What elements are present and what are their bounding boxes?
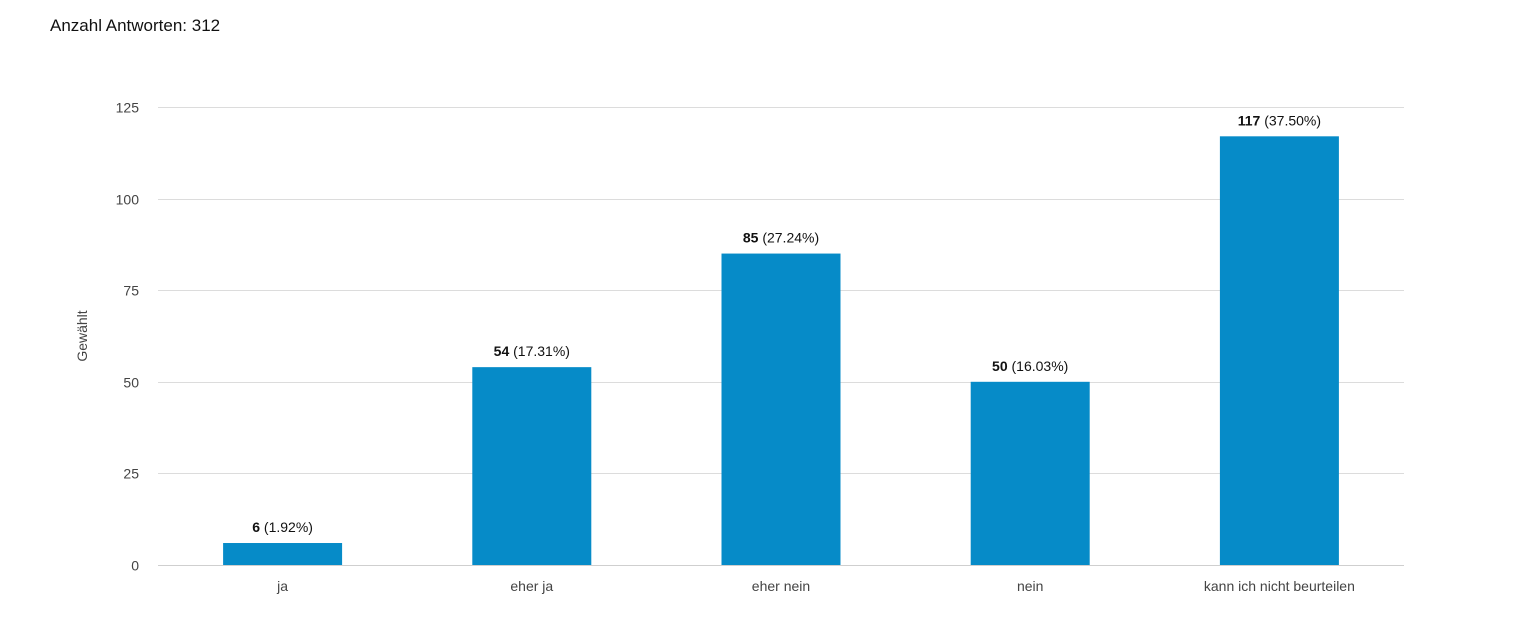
x-category-label: nein: [1017, 578, 1043, 594]
y-tick-label: 0: [131, 558, 139, 574]
y-tick-label: 25: [123, 466, 139, 482]
x-category-label: eher ja: [510, 578, 553, 594]
data-label-count: 6: [252, 519, 260, 535]
bar-0: [223, 543, 343, 565]
data-label-percent: (17.31%): [509, 343, 570, 359]
bar-3: [970, 381, 1090, 565]
data-label-0: 6 (1.92%): [252, 519, 313, 535]
data-label-2: 85 (27.24%): [743, 230, 819, 246]
data-label-percent: (27.24%): [758, 230, 819, 246]
data-label-percent: (1.92%): [260, 519, 313, 535]
data-labels: 6 (1.92%) 54 (17.31%) 85 (27.24%) 50 (16.03…: [252, 112, 1321, 535]
y-tick-label: 75: [123, 283, 139, 299]
data-label-percent: (37.50%): [1260, 112, 1321, 128]
data-label-percent: (16.03%): [1008, 358, 1069, 374]
y-axis-title: Gewählt: [74, 310, 90, 361]
data-label-4: 117 (37.50%): [1238, 112, 1321, 128]
bars: [223, 136, 1339, 565]
data-label-count: 54: [494, 343, 510, 359]
y-axis-ticks: 0 25 50 75 100 125: [116, 100, 140, 574]
gridlines: [158, 107, 1404, 566]
bar-1: [472, 367, 592, 565]
data-label-3: 50 (16.03%): [992, 358, 1068, 374]
x-category-label: kann ich nicht beurteilen: [1204, 578, 1355, 594]
data-label-count: 117: [1238, 112, 1261, 128]
bar-2: [721, 253, 841, 565]
response-count-label: Anzahl Antworten:: [50, 16, 188, 35]
response-count-summary: Anzahl Antworten: 312: [50, 16, 220, 36]
x-category-label: eher nein: [752, 578, 810, 594]
x-category-label: ja: [276, 578, 288, 594]
y-tick-label: 50: [123, 375, 139, 391]
y-tick-label: 100: [116, 192, 140, 208]
data-label-count: 85: [743, 230, 759, 246]
data-label-count: 50: [992, 358, 1008, 374]
y-tick-label: 125: [116, 100, 140, 116]
response-count-value: 312: [191, 16, 221, 35]
bar-4: [1219, 136, 1339, 565]
x-axis-categories: ja eher ja eher nein nein kann ich nicht beu…: [276, 578, 1355, 594]
data-label-1: 54 (17.31%): [494, 343, 570, 359]
